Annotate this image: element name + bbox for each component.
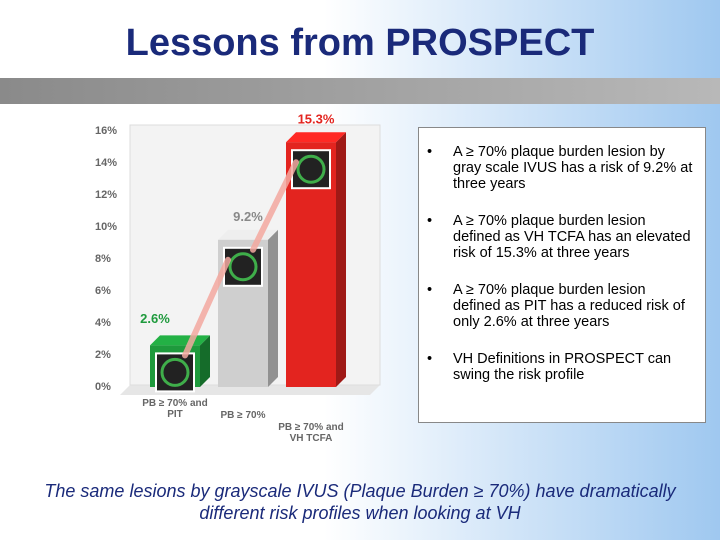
- y-tick-label: 8%: [95, 253, 111, 265]
- y-tick-label: 10%: [95, 221, 117, 233]
- y-tick-label: 6%: [95, 285, 111, 297]
- x-tick-label: PB ≥ 70%: [220, 410, 266, 421]
- bar-image-ring: [228, 252, 258, 282]
- bar-image-ring: [296, 154, 326, 184]
- caption: The same lesions by grayscale IVUS (Plaq…: [44, 481, 676, 523]
- value-label: 9.2%: [233, 209, 263, 224]
- x-tick-label: PB ≥ 70% and VH TCFA: [278, 422, 344, 444]
- bullet-list: A ≥ 70% plaque burden lesion by gray sca…: [427, 144, 695, 383]
- y-tick-label: 16%: [95, 125, 117, 137]
- bullet: A ≥ 70% plaque burden lesion by gray sca…: [427, 144, 695, 192]
- bar-top: [218, 229, 278, 240]
- value-label: 2.6%: [140, 311, 170, 326]
- y-tick-label: 14%: [95, 157, 117, 169]
- bullet: A ≥ 70% plaque burden lesion defined as …: [427, 213, 695, 261]
- bar-top: [150, 335, 210, 346]
- x-tick-label: PB ≥ 70% and PIT: [142, 398, 208, 420]
- bar-side: [268, 229, 278, 387]
- y-tick-label: 12%: [95, 189, 117, 201]
- bar-top: [286, 132, 346, 143]
- y-tick-label: 0%: [95, 381, 111, 393]
- slide-title: Lessons from PROSPECT: [125, 22, 595, 64]
- value-label: 15.3%: [298, 112, 335, 127]
- chart: 0% 2% 4% 6% 8% 10% 12% 14% 16% 2.6% 9.2% 15.3%: [95, 112, 381, 395]
- arrow: [182, 256, 231, 359]
- bullet: VH Definitions in PROSPECT can swing the…: [427, 351, 695, 383]
- y-tick-label: 4%: [95, 317, 111, 329]
- title-band: [0, 78, 720, 104]
- arrow: [250, 159, 299, 253]
- bullet-box: A ≥ 70% plaque burden lesion by gray sca…: [418, 127, 706, 423]
- y-tick-label: 2%: [95, 349, 111, 361]
- bullet: A ≥ 70% plaque burden lesion defined as …: [427, 282, 695, 330]
- bar-side: [336, 132, 346, 387]
- bar-image-ring: [160, 357, 190, 387]
- bar-side: [200, 335, 210, 387]
